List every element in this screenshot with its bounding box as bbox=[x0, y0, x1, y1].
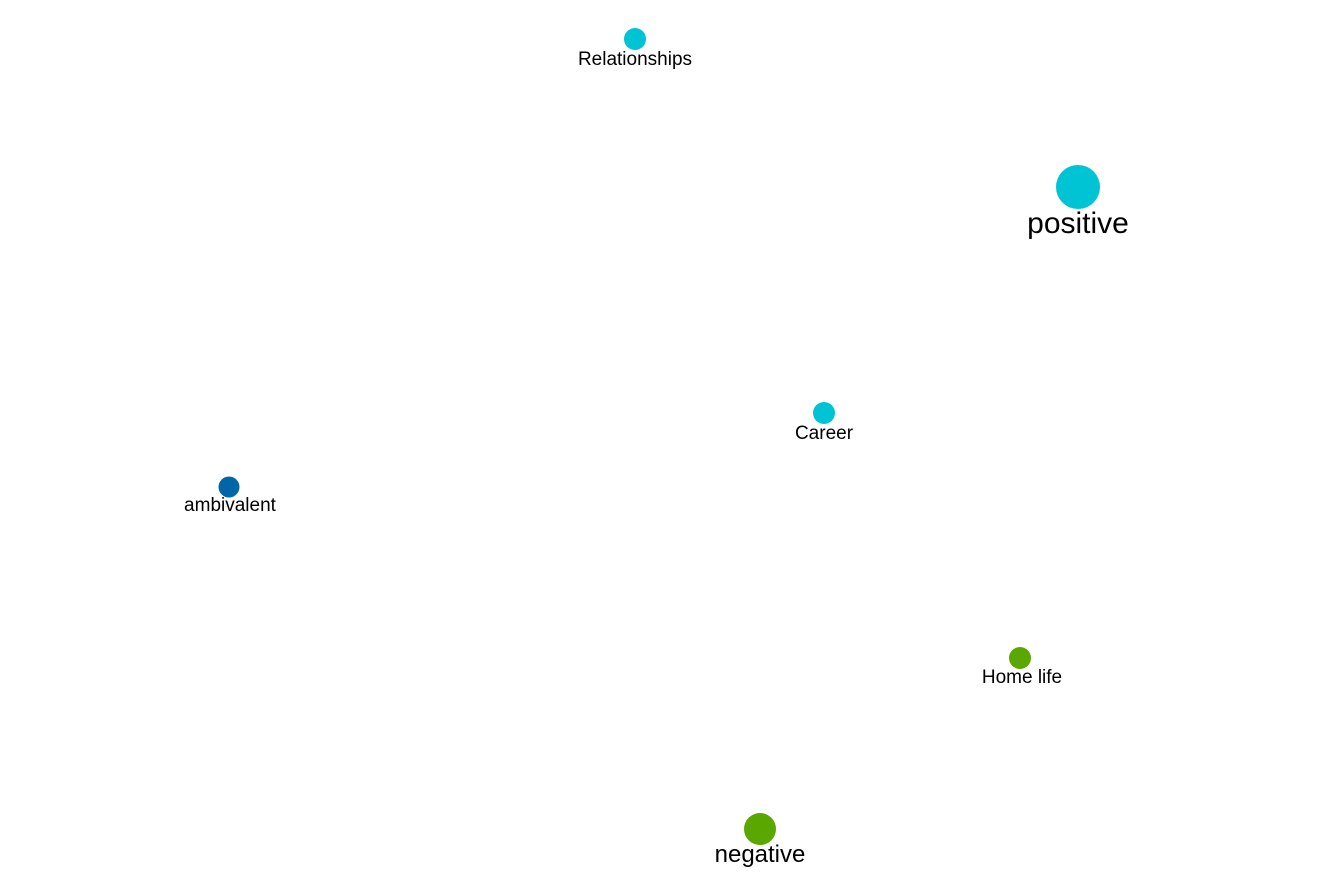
node-ambivalent[interactable]: ambivalent bbox=[184, 476, 277, 517]
node-positive-circle[interactable] bbox=[1056, 165, 1100, 209]
node-home-life-label: Home life bbox=[982, 667, 1062, 688]
node-relationships-circle[interactable] bbox=[624, 28, 646, 50]
node-home-life[interactable]: Home life bbox=[982, 647, 1062, 688]
node-ambivalent-label: ambivalent bbox=[184, 495, 277, 516]
node-relationships[interactable]: Relationships bbox=[578, 28, 692, 70]
node-ambivalent-circle[interactable] bbox=[218, 476, 240, 498]
node-positive-label: positive bbox=[1027, 207, 1129, 240]
node-career-label: Career bbox=[795, 423, 854, 444]
node-home-life-circle[interactable] bbox=[1009, 647, 1031, 669]
node-career[interactable]: Career bbox=[795, 402, 854, 444]
node-negative-label: negative bbox=[715, 841, 806, 868]
node-relationships-label: Relationships bbox=[578, 49, 692, 70]
node-positive[interactable]: positive bbox=[1027, 165, 1129, 240]
node-negative-circle[interactable] bbox=[744, 813, 776, 845]
node-negative[interactable]: negative bbox=[715, 813, 806, 868]
node-career-circle[interactable] bbox=[813, 402, 835, 424]
